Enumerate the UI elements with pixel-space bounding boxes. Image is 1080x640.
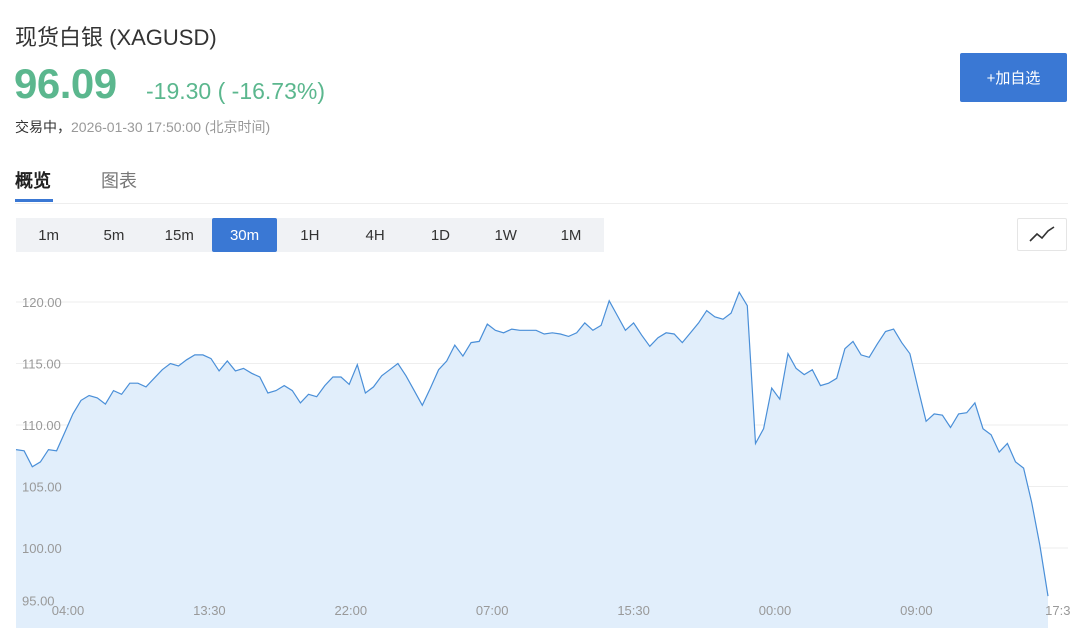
timeframe-4h[interactable]: 4H [365,226,385,244]
timeframe-5m[interactable]: 5m [103,226,125,244]
instrument-title: 现货白银 (XAGUSD) [15,25,217,50]
y-tick-label: 105.00 [22,480,62,495]
x-tick-label: 13:30 [193,603,226,618]
y-tick-label: 115.00 [22,357,61,372]
x-tick-label: 04:00 [52,603,85,618]
timeframe-1d[interactable]: 1D [430,226,451,244]
timeframe-1m[interactable]: 1m [38,226,60,244]
timeframe-1mo[interactable]: 1M [560,226,582,244]
price-line [15,290,1049,597]
y-tick-label: 100.00 [22,541,62,556]
x-tick-label: 15:30 [617,603,650,618]
x-tick-label: 17:3 [1045,603,1070,618]
x-tick-label: 09:00 [900,603,933,618]
area-fill [16,292,1048,628]
status-label: 交易中， [15,119,71,135]
timeframe-1w[interactable]: 1W [494,226,517,244]
y-tick-label: 95.00 [22,594,55,609]
x-tick-label: 07:00 [476,603,509,618]
y-tick-label: 120.00 [22,295,62,310]
x-tick-label: 22:00 [335,603,368,618]
timezone: (北京时间) [204,119,271,135]
timeframe-1h[interactable]: 1H [300,226,320,244]
timeframe-selector: 1m 5m 15m 30m 1H 4H 1D 1W 1M [16,218,604,252]
price-change: -19.30 ( -16.73%) [146,78,325,104]
y-tick-label: 110.00 [22,418,61,433]
timeframe-30m[interactable]: 30m [211,218,278,252]
timestamp: 2026-01-30 17:50:00 [71,119,201,135]
tab-chart[interactable]: 图表 [101,171,137,191]
timeframe-15m[interactable]: 15m [164,226,194,244]
add-watchlist-button[interactable]: +加自选 [960,53,1067,102]
price-chart[interactable]: 120.00 115.00 110.00 105.00 100.00 95.0004:00… [0,260,1080,640]
active-tab-indicator [15,199,53,202]
trading-status: 交易中，2026-01-30 17:50:00 (北京时间) [15,117,270,137]
tab-divider [15,203,1068,204]
line-chart-icon [1029,225,1055,242]
last-price: 96.09 [14,60,117,107]
x-tick-label: 00:00 [759,603,792,618]
chart-type-button[interactable] [1017,218,1067,251]
tab-overview[interactable]: 概览 [15,171,51,191]
